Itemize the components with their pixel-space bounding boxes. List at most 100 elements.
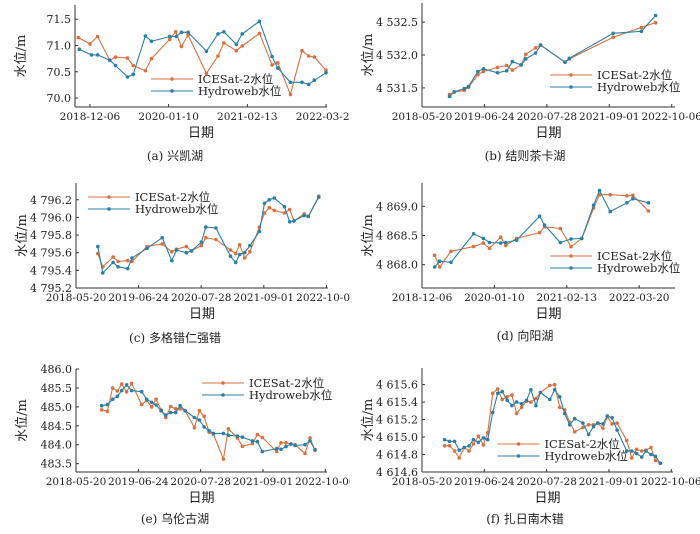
data-point: [257, 229, 262, 234]
x-tick-label: 2020-07-28: [517, 111, 578, 123]
data-point: [184, 244, 189, 249]
data-point: [624, 438, 629, 443]
legend-label: ICESat-2水位: [249, 376, 324, 390]
data-point: [537, 230, 542, 235]
data-point: [250, 439, 255, 443]
data-point: [129, 381, 134, 386]
data-point: [653, 13, 658, 18]
data-point: [262, 201, 267, 206]
y-tick-label: 4 614.6: [376, 466, 418, 479]
data-point: [222, 41, 226, 45]
legend-label: Hydroweb水位: [249, 388, 332, 402]
data-point: [113, 55, 118, 59]
data-point: [184, 250, 189, 255]
x-tick-label: 2020-07-28: [516, 476, 577, 488]
data-point: [324, 68, 328, 72]
legend-label: Hydroweb水位: [545, 449, 628, 463]
data-point: [189, 249, 194, 253]
data-point: [163, 413, 168, 417]
x-tick-label: 2022-10-06: [295, 476, 350, 488]
y-tick-label: 4 796.0: [30, 211, 72, 224]
x-axis-label: 日期: [189, 307, 215, 322]
data-point: [306, 214, 311, 219]
y-tick-label: 4 532.0: [376, 49, 418, 62]
legend-marker: [569, 254, 573, 258]
data-point: [199, 243, 204, 248]
data-point: [514, 400, 519, 404]
data-point: [139, 389, 144, 394]
data-point: [466, 84, 471, 89]
x-tick-label: 2021-09-01: [233, 476, 294, 488]
data-point: [300, 48, 304, 53]
data-point: [95, 53, 100, 57]
data-point: [649, 445, 653, 450]
data-point: [160, 242, 164, 246]
data-point: [173, 407, 178, 411]
data-point: [449, 249, 453, 254]
x-tick-label: 2022-10-06: [641, 111, 700, 123]
data-point: [240, 435, 245, 439]
x-tick-label: 2022-10-06: [641, 476, 700, 488]
data-point: [534, 403, 538, 408]
data-point: [160, 235, 164, 240]
data-point: [214, 226, 218, 230]
data-point: [292, 219, 296, 223]
data-point: [197, 408, 202, 413]
series-hydroweb: [442, 388, 663, 466]
data-point: [111, 260, 115, 265]
x-tick-label: 2020-01-10: [464, 292, 525, 304]
panel-caption: (d) 向阳湖: [497, 328, 554, 343]
data-point: [610, 416, 614, 420]
data-point: [197, 418, 202, 422]
data-point: [207, 428, 211, 433]
data-point: [504, 243, 508, 248]
data-point: [88, 42, 92, 46]
chart-svg: 4 795.2 4 795.4 4 795.6 4 795.8 4 796.0 4 796…: [15, 183, 350, 345]
y-tick-label: 485.5: [41, 382, 73, 395]
data-point: [95, 34, 100, 39]
data-point: [596, 421, 600, 425]
x-tick-label: 2019-06-24: [454, 476, 515, 488]
data-point: [235, 434, 240, 438]
data-point: [192, 415, 197, 420]
panel-caption: (f) 扎日南木错: [486, 511, 564, 526]
data-point: [202, 414, 206, 419]
y-tick-label: 486.0: [41, 363, 73, 376]
series-line: [97, 196, 320, 275]
data-point: [125, 266, 130, 271]
data-point: [653, 20, 658, 25]
x-tick-label: 2020-07-28: [171, 292, 232, 304]
data-point: [272, 208, 277, 213]
y-tick-label: 4 615.4: [376, 396, 418, 409]
data-point: [452, 439, 457, 444]
panel-caption: (b) 结则茶卡湖: [485, 148, 566, 163]
data-point: [312, 55, 317, 59]
data-point: [293, 443, 297, 448]
data-point: [495, 387, 500, 391]
data-point: [183, 408, 187, 413]
y-tick-label: 483.5: [41, 458, 73, 471]
data-point: [569, 237, 573, 241]
data-point: [634, 451, 639, 456]
data-point: [646, 209, 651, 213]
legend-marker: [170, 77, 174, 81]
data-point: [601, 426, 605, 431]
data-point: [452, 90, 457, 94]
x-tick-label: 2022-03-20: [609, 292, 670, 304]
data-point: [611, 31, 615, 36]
data-point: [608, 192, 612, 197]
y-tick-label: 4 796.2: [30, 194, 72, 207]
data-point: [143, 34, 148, 38]
data-point: [481, 236, 486, 241]
data-point: [204, 225, 208, 229]
legend-label: Hydroweb水位: [135, 202, 218, 216]
data-point: [481, 241, 486, 245]
data-point: [558, 240, 563, 245]
data-point: [510, 393, 514, 397]
series-icesat: [76, 30, 328, 97]
y-axis-label: 水位/m: [15, 214, 30, 257]
data-point: [639, 455, 644, 459]
data-point: [447, 444, 452, 448]
data-point: [447, 439, 452, 444]
